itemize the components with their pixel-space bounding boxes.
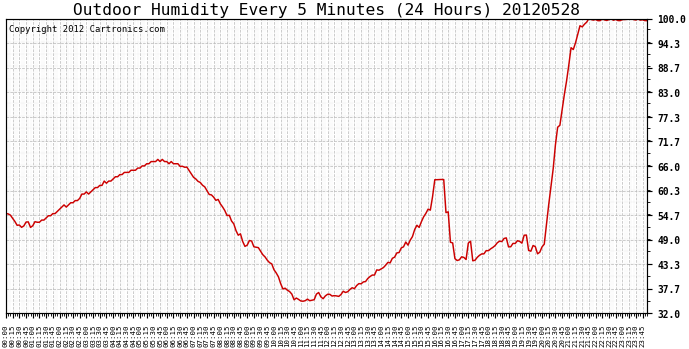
Title: Outdoor Humidity Every 5 Minutes (24 Hours) 20120528: Outdoor Humidity Every 5 Minutes (24 Hou… [73,3,580,18]
Text: Copyright 2012 Cartronics.com: Copyright 2012 Cartronics.com [9,25,165,34]
